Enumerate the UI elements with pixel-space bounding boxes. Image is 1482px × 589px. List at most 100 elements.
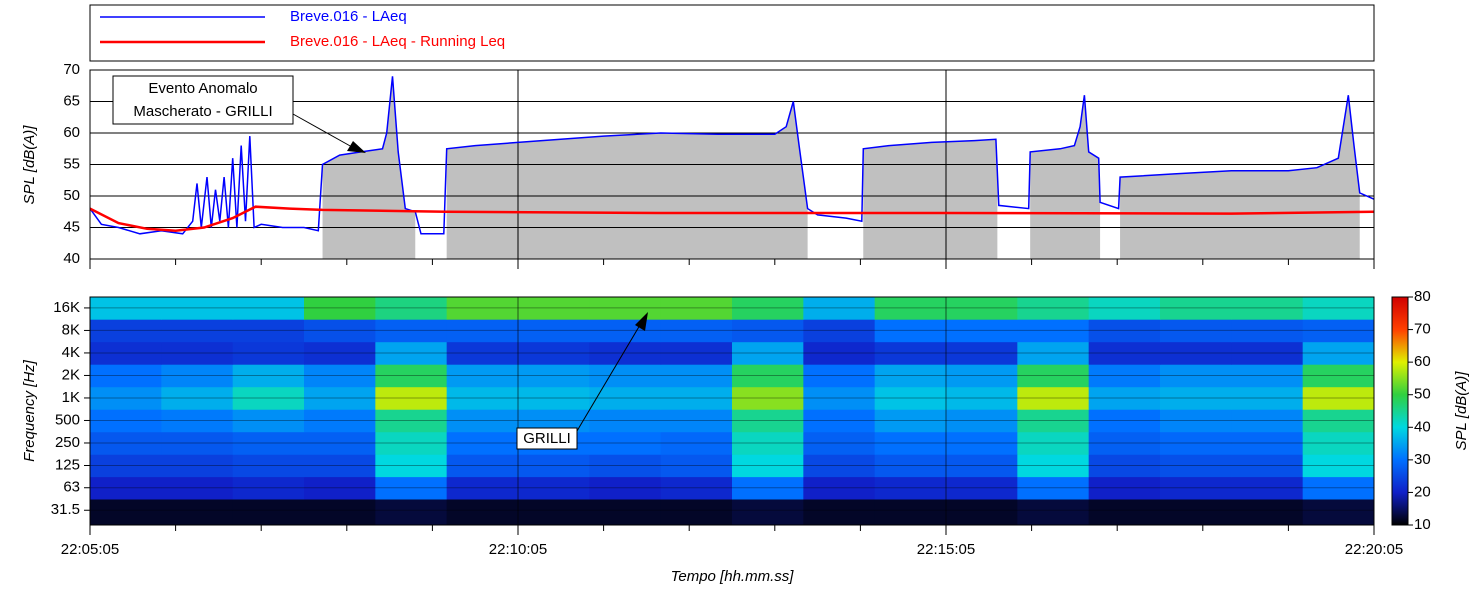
heatmap-cell [1302, 319, 1375, 343]
heatmap-cell [161, 476, 234, 500]
heatmap-cell [1017, 498, 1090, 526]
heatmap-cell [589, 341, 662, 365]
heatmap-cell [1231, 341, 1304, 365]
heatmap-cell [1017, 431, 1090, 455]
heatmap-cell [90, 454, 162, 478]
heatmap-cell [446, 297, 519, 320]
heatmap-cell [946, 409, 1018, 433]
heatmap-cell [304, 454, 376, 478]
heatmap-cell [589, 476, 662, 500]
heatmap-cell [518, 498, 590, 526]
heatmap-cell [1302, 341, 1375, 365]
heatmap-cell [874, 498, 947, 526]
heatmap-cell [161, 409, 234, 433]
heatmap-cell [660, 476, 733, 500]
plot-border [89, 69, 1375, 260]
heatmap-cell [589, 454, 662, 478]
x-tick-label: 22:05:05 [61, 541, 119, 558]
heatmap-cell [161, 364, 234, 388]
heatmap-cell [232, 386, 305, 410]
series-line [89, 205, 1375, 232]
series-line [89, 76, 1375, 235]
heatmap-cell [1231, 476, 1304, 500]
heatmap-cell [803, 476, 876, 500]
x-tick-label: 22:20:05 [1345, 541, 1403, 558]
heatmap-cell [660, 498, 733, 526]
heatmap-cell [232, 341, 305, 365]
heatmap-cell [660, 431, 733, 455]
annotation-box [516, 427, 578, 450]
arrow-head [635, 312, 648, 331]
heatmap-cell [1017, 297, 1090, 320]
heatmap-cell [232, 364, 305, 388]
heatmap-cell [375, 409, 448, 433]
heatmap-cell [1231, 454, 1304, 478]
heatmap-cell [518, 476, 590, 500]
heatmap-cell [1017, 386, 1090, 410]
heatmap-cell [518, 364, 590, 388]
heatmap-cell [1160, 409, 1232, 433]
y-tick-label: 8K [62, 321, 80, 338]
heatmap-cell [304, 476, 376, 500]
heatmap-cell [589, 431, 662, 455]
heatmap-cell [518, 409, 590, 433]
heatmap-cell [874, 476, 947, 500]
heatmap-cell [1017, 454, 1090, 478]
masked-area [1120, 95, 1360, 259]
heatmap-cell [1017, 341, 1090, 365]
heatmap-cell [589, 409, 662, 433]
heatmap-cell [304, 297, 376, 320]
annotation-box [112, 75, 294, 125]
heatmap-cell [304, 431, 376, 455]
heatmap-cell [90, 498, 162, 526]
heatmap-cell [803, 386, 876, 410]
heatmap-cell [161, 454, 234, 478]
heatmap-cell [1231, 319, 1304, 343]
colorbar-tick-label: 40 [1414, 418, 1431, 435]
heatmap-cell [1302, 297, 1375, 320]
heatmap-cell [518, 386, 590, 410]
heatmap-cell [874, 341, 947, 365]
heatmap-cell [375, 454, 448, 478]
heatmap-cell [90, 297, 162, 320]
annotation-text: Mascherato - GRILLI [133, 103, 272, 120]
y-tick-label: 500 [55, 411, 80, 428]
heatmap-cell [803, 341, 876, 365]
heatmap-cell [1088, 476, 1161, 500]
heatmap-cell [1088, 319, 1161, 343]
heatmap-cell [660, 409, 733, 433]
heatmap-cell [1088, 297, 1161, 320]
heatmap-cell [660, 364, 733, 388]
heatmap-cell [946, 364, 1018, 388]
heatmap-cell [1017, 409, 1090, 433]
y-tick-label: 16K [53, 299, 80, 316]
heatmap-cell [1160, 431, 1232, 455]
heatmap-cell [161, 386, 234, 410]
heatmap-cell [874, 409, 947, 433]
heatmap-cell [1160, 386, 1232, 410]
heatmap-cell [304, 319, 376, 343]
y-tick-label: 45 [63, 218, 80, 235]
y-axis-title: SPL [dB(A)] [21, 125, 38, 205]
heatmap-cell [446, 319, 519, 343]
heatmap-cell [232, 431, 305, 455]
heatmap-cell [304, 386, 376, 410]
colorbar-tick-label: 20 [1414, 483, 1431, 500]
colorbar-tick-label: 50 [1414, 386, 1431, 403]
heatmap-cell [375, 476, 448, 500]
y-tick-label: 55 [63, 155, 80, 172]
y-tick-label: 70 [63, 61, 80, 78]
heatmap-cell [589, 498, 662, 526]
y-tick-label: 65 [63, 92, 80, 109]
heatmap-cell [803, 319, 876, 343]
heatmap-cell [732, 364, 804, 388]
y-tick-label: 1K [62, 389, 80, 406]
heatmap-cell [90, 319, 162, 343]
heatmap-cell [803, 431, 876, 455]
heatmap-cell [732, 454, 804, 478]
heatmap-cell [874, 386, 947, 410]
heatmap-cell [1231, 409, 1304, 433]
heatmap-cell [446, 409, 519, 433]
heatmap-cell [446, 341, 519, 365]
